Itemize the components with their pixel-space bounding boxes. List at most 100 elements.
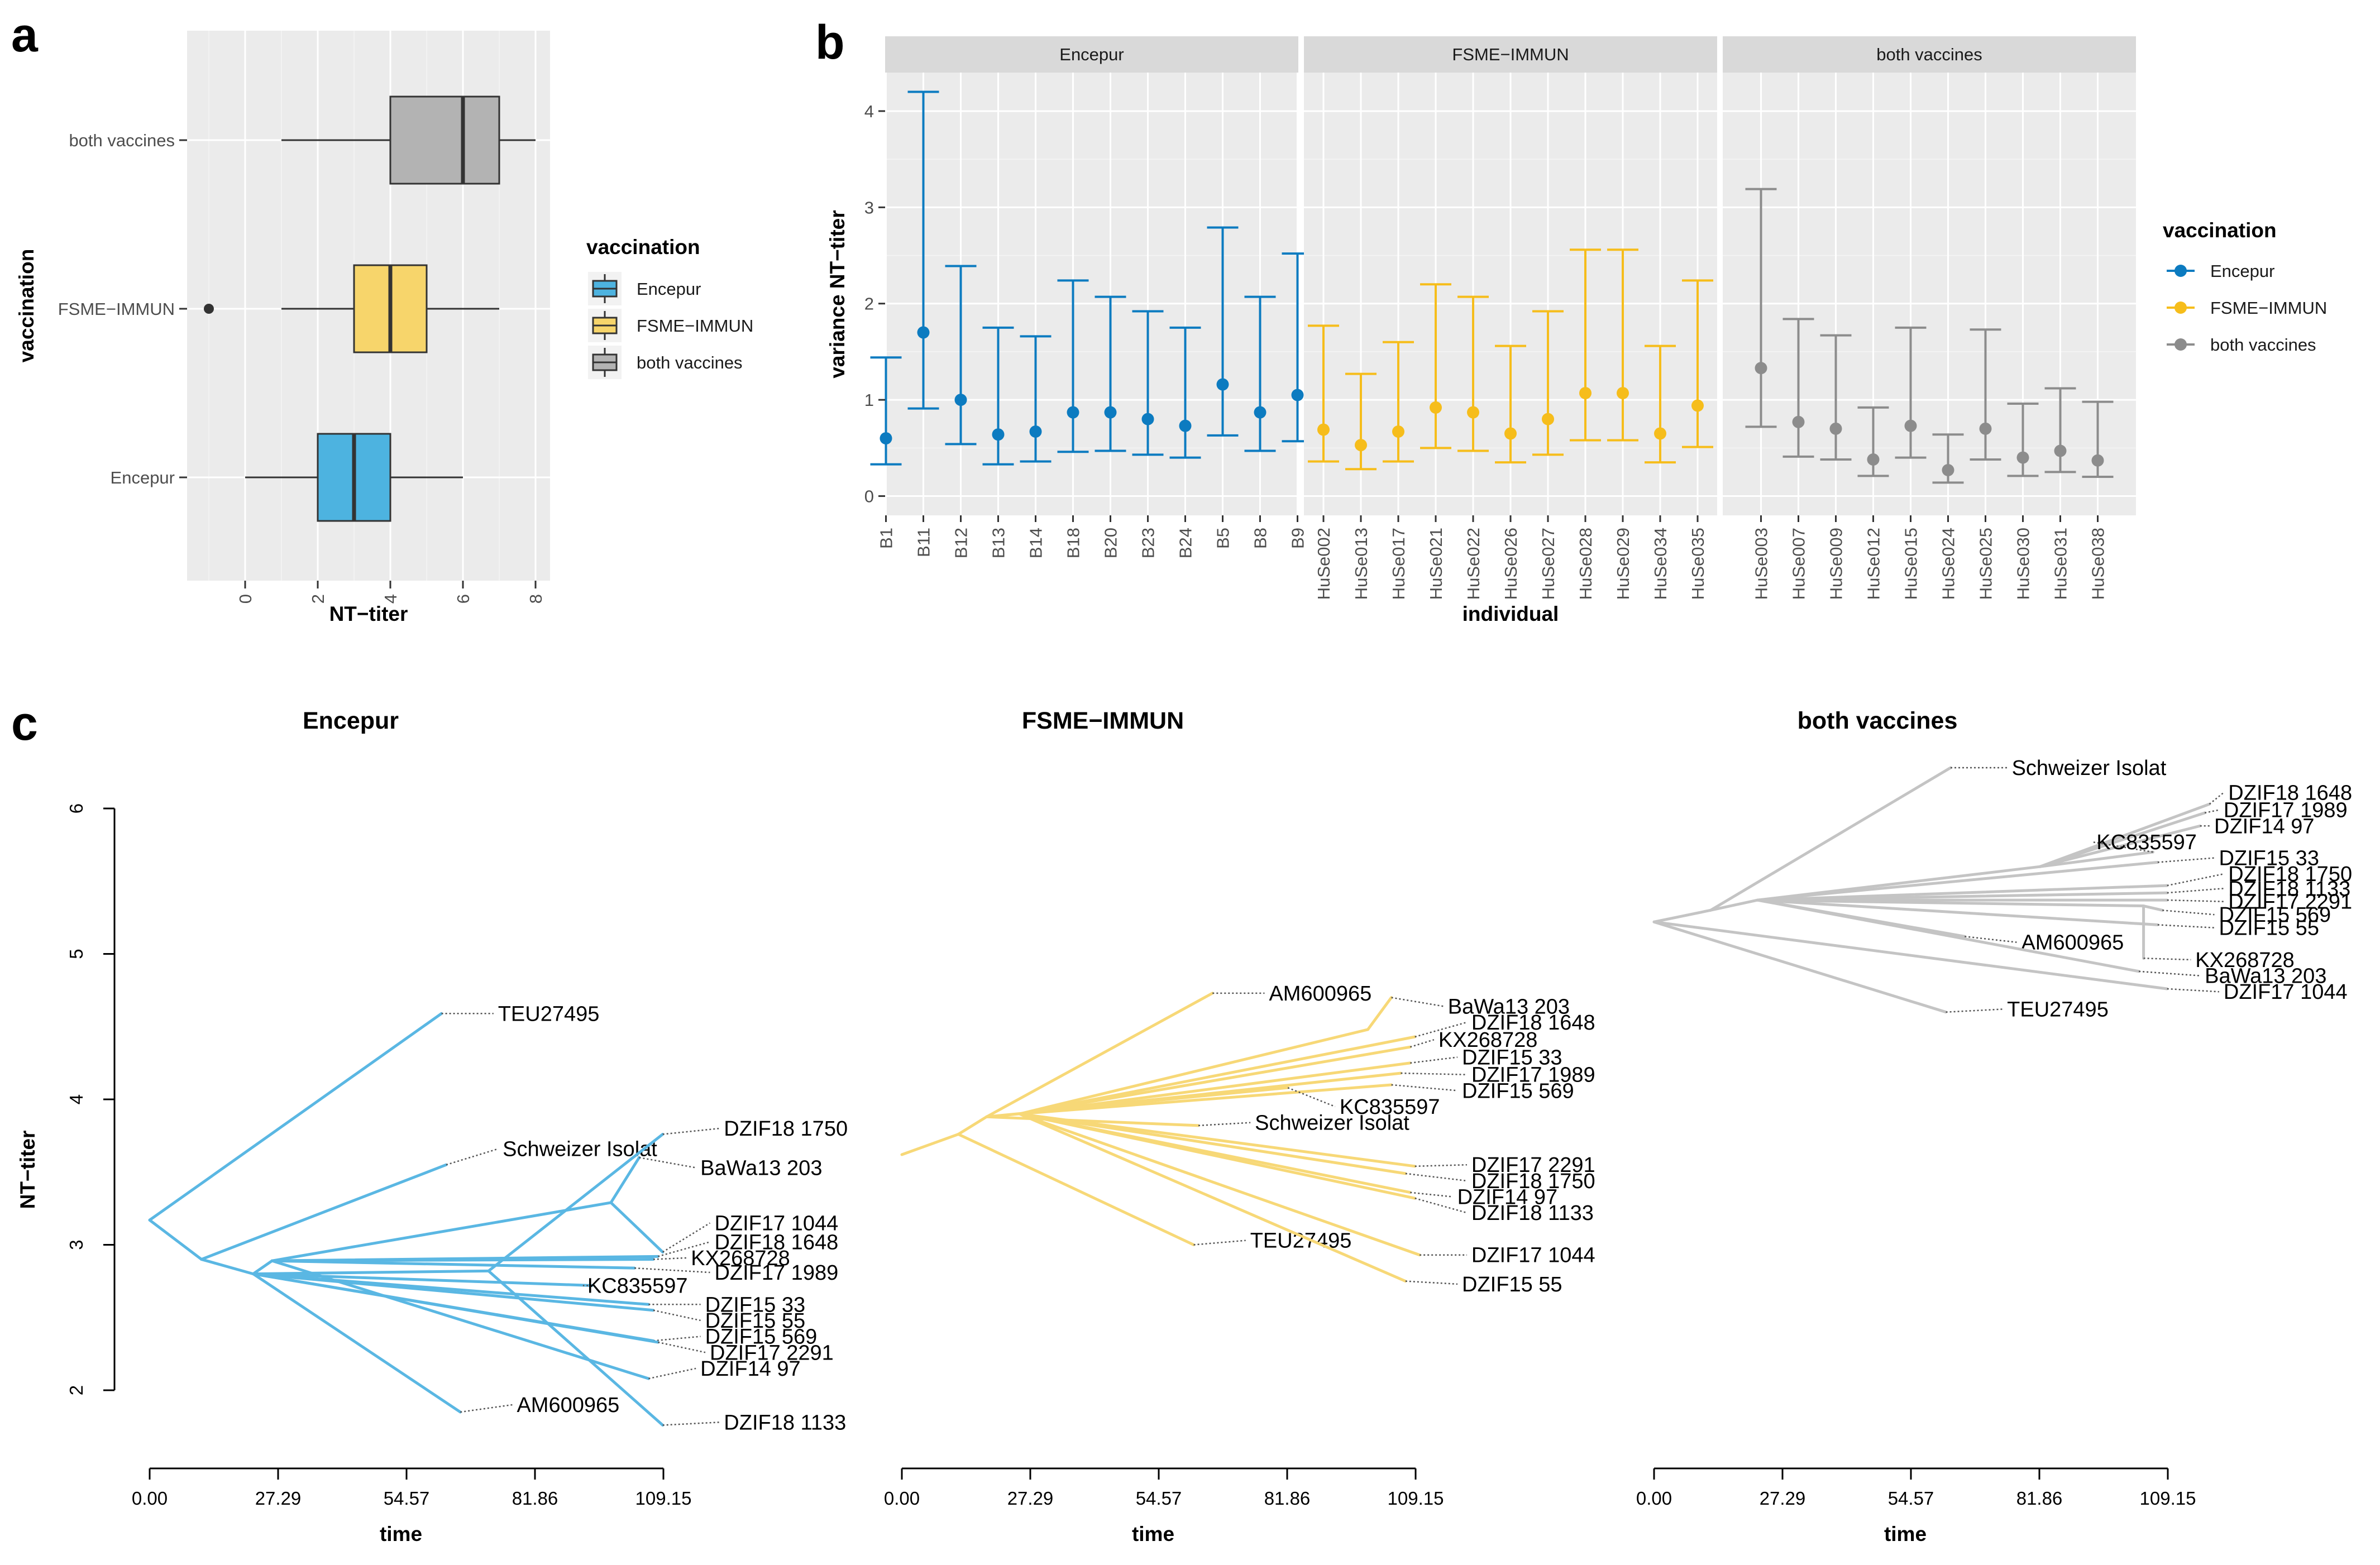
point-b24 (1179, 419, 1192, 432)
tip-leader (1414, 1164, 1467, 1167)
point-huse017 (1392, 425, 1404, 438)
facet-strip (1723, 36, 2136, 73)
tree-branch (1709, 898, 1759, 912)
x-tick-label: B13 (989, 528, 1009, 558)
legend-label: FSME−IMMUN (2210, 298, 2327, 318)
panel-b-legend: vaccination Encepur FSME−IMMUN both vaccine… (2163, 219, 2327, 355)
point-huse021 (1430, 401, 1442, 414)
tip-label-kc835597: KC835597 (587, 1274, 688, 1298)
x-tick-label: HuSe015 (1901, 528, 1921, 600)
point-huse003 (1755, 362, 1767, 375)
tree-branch (251, 1272, 655, 1312)
x-axis-title: NT−titer (329, 602, 408, 625)
tip-leader (446, 1148, 499, 1166)
point-b14 (1029, 425, 1042, 438)
point-b20 (1104, 406, 1117, 419)
tip-leader (1414, 1021, 1468, 1038)
point-huse038 (2091, 454, 2104, 467)
x-tick-label: HuSe012 (1864, 528, 1884, 600)
point-b12 (954, 394, 967, 406)
x-tick-label: B23 (1139, 528, 1158, 558)
tip-leader (2092, 841, 2153, 853)
tree-branch (1018, 1045, 1412, 1116)
tip-label-dzif14-97: DZIF14 97 (1457, 1186, 1558, 1209)
point-huse030 (2016, 451, 2029, 464)
tip-leader (2167, 899, 2224, 902)
tip-label-dzif15-33: DZIF15 33 (2219, 847, 2319, 870)
x-tick-label: HuSe034 (1651, 528, 1670, 600)
facet-background (885, 73, 1298, 515)
tree-encepur: Encepur 0.00 27.29 54.57 81.86 109.15 time TEU2… (132, 707, 848, 1545)
x-tick-label: 0.00 (884, 1488, 920, 1509)
y-tick-label: 1 (864, 390, 874, 410)
tree-branch (251, 1272, 462, 1414)
tip-label-bawa13-203: BaWa13 203 (2205, 965, 2326, 988)
point-huse025 (1979, 422, 1992, 435)
tip-leader (2157, 924, 2215, 929)
x-tick-label: HuSe027 (1538, 528, 1558, 600)
box-both-vaccines (389, 95, 500, 185)
tree-branch (1652, 920, 2169, 990)
tree-branch (1709, 766, 1952, 912)
tip-label-bawa13-203: BaWa13 203 (1448, 995, 1570, 1018)
x-tick-label: HuSe003 (1752, 528, 1771, 600)
x-tick-label: HuSe017 (1389, 528, 1408, 600)
y-tick-label: 4 (864, 102, 874, 121)
point-huse029 (1617, 387, 1629, 400)
tip-leader (658, 1341, 706, 1353)
x-tick-label: HuSe028 (1576, 528, 1595, 600)
point-b8 (1254, 406, 1267, 419)
tip-label-dzif18-1133: DZIF18 1133 (2228, 877, 2350, 901)
tip-label-kx268728: KX268728 (2195, 949, 2295, 972)
tip-leader (2139, 970, 2201, 977)
point-b11 (917, 326, 930, 339)
point-huse024 (1942, 463, 1954, 476)
tip-label-dzif15-33: DZIF15 33 (705, 1293, 806, 1317)
x-tick-label: 81.86 (2016, 1488, 2063, 1509)
tip-label-dzif15-55: DZIF15 55 (705, 1309, 806, 1333)
tip-label-dzif15-569: DZIF15 569 (2219, 903, 2331, 927)
legend-label: Encepur (637, 279, 701, 299)
tree-branch (270, 1259, 650, 1380)
x-tick-label: HuSe002 (1314, 528, 1334, 600)
y-tick-label: FSME−IMMUN (58, 299, 175, 319)
tip-leader (460, 1404, 513, 1413)
point-b9 (1291, 389, 1304, 401)
tree-branch (985, 1086, 1289, 1118)
x-tick-label: 54.57 (1136, 1488, 1182, 1509)
tree-branch (270, 1259, 636, 1270)
x-tick-label: B1 (877, 528, 896, 549)
tree-branch (1756, 898, 2140, 973)
point-huse026 (1504, 427, 1517, 440)
tip-label-dzif17-1989: DZIF17 1989 (1471, 1064, 1595, 1087)
tip-leader (2143, 958, 2191, 961)
tip-label-am600965: AM600965 (2021, 931, 2124, 955)
tip-leader (2204, 809, 2220, 814)
x-tick-label: B24 (1176, 528, 1196, 558)
tip-label-teu27495: TEU27495 (498, 1002, 600, 1026)
tip-leader (1410, 1056, 1458, 1064)
point-huse002 (1317, 423, 1330, 436)
tree-branch (251, 1272, 594, 1287)
tip-label-am600965: AM600965 (517, 1394, 619, 1417)
tip-label-dzif18-1648: DZIF18 1648 (2228, 781, 2352, 805)
x-tick-label: B12 (952, 528, 971, 558)
legend-key-point (2175, 338, 2187, 351)
tip-label-kx268728: KX268728 (1438, 1028, 1538, 1052)
panel-c-trees: 2 3 4 5 6 NT−titer Encepur 0.00 27.29 54.57 81.86 1… (16, 707, 2352, 1545)
y-tick-label: 2 (864, 294, 874, 314)
x-tick-label: 2 (308, 594, 328, 604)
tip-leader (1410, 1191, 1453, 1198)
tree-branch (1652, 908, 1712, 923)
legend-key-point (2175, 301, 2187, 314)
tip-label-dzif18-1133: DZIF18 1133 (724, 1411, 846, 1434)
tip-label-kc835597: KC835597 (1340, 1095, 1440, 1119)
tip-leader (1391, 997, 1444, 1007)
x-tick-label: B8 (1251, 528, 1270, 549)
tip-label-kc835597: KC835597 (2096, 831, 2197, 854)
tip-leader (653, 1257, 687, 1260)
tip-label-dzif15-55: DZIF15 55 (2219, 917, 2319, 940)
tree-branch (900, 1133, 960, 1156)
legend-key-point (2175, 265, 2187, 277)
